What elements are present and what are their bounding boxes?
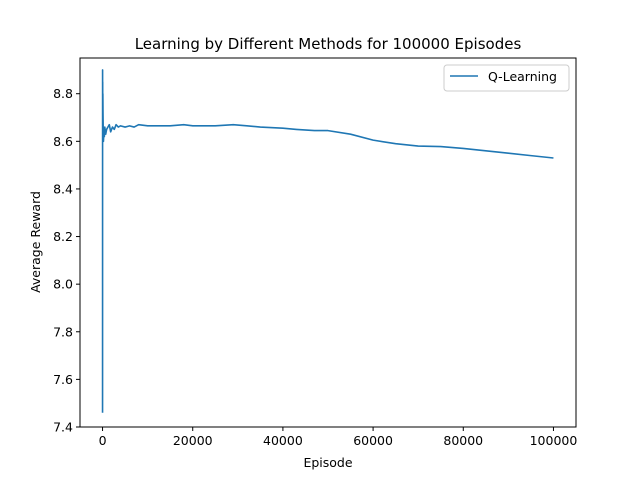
y-tick-label: 7.6 <box>53 372 73 387</box>
y-axis: 7.4 7.6 7.8 8.0 8.2 8.4 8.6 8.8 <box>53 86 80 435</box>
y-tick-label: 8.0 <box>53 277 73 292</box>
plot-frame <box>79 57 577 428</box>
x-tick-label: 20000 <box>173 433 213 448</box>
x-tick-label: 40000 <box>263 433 303 448</box>
legend-label-q-learning: Q-Learning <box>488 69 557 84</box>
plot-area <box>101 69 554 413</box>
x-axis-label: Episode <box>303 455 352 470</box>
y-tick-label: 8.2 <box>53 229 73 244</box>
y-axis-label: Average Reward <box>28 191 43 293</box>
y-tick-label: 8.8 <box>53 86 73 101</box>
chart-title: Learning by Different Methods for 100000… <box>135 35 522 53</box>
y-tick-label: 7.8 <box>53 324 73 339</box>
y-tick-label: 8.6 <box>53 134 73 149</box>
x-tick-label: 0 <box>99 433 107 448</box>
legend-box <box>443 64 570 92</box>
x-tick-label: 60000 <box>353 433 393 448</box>
y-tick-label: 8.4 <box>53 181 73 196</box>
legend: Q-Learning <box>443 64 570 92</box>
x-tick-label: 100000 <box>530 433 578 448</box>
x-tick-label: 80000 <box>443 433 483 448</box>
x-axis: 0 20000 40000 60000 80000 100000 <box>99 427 578 448</box>
y-tick-label: 7.4 <box>53 420 73 435</box>
series-line-0 <box>101 69 554 413</box>
